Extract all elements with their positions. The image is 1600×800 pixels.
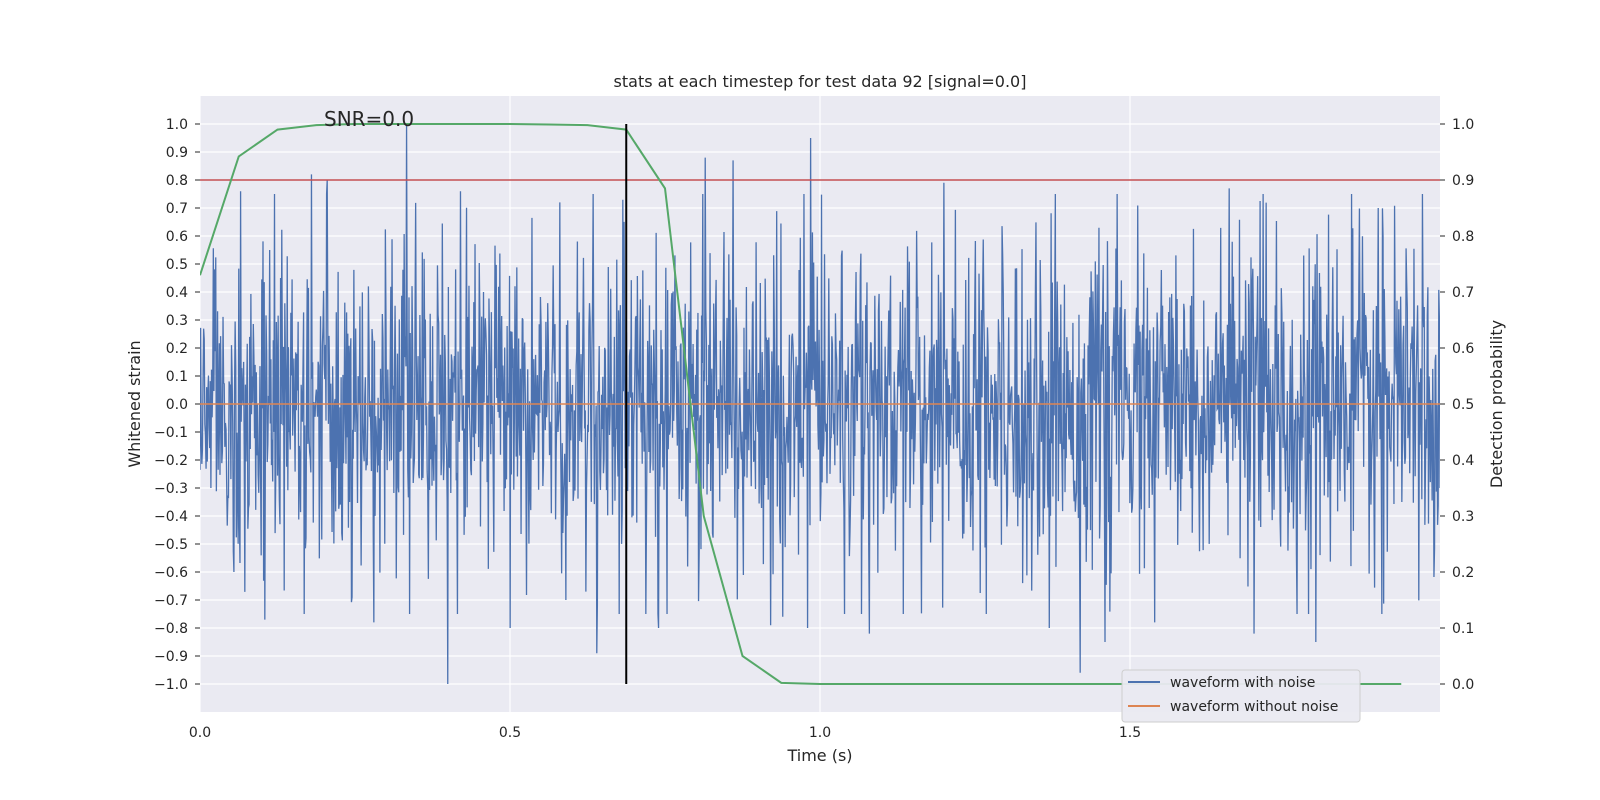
series-layer [200,123,1440,685]
y-tick-label-5: −0.5 [154,537,188,553]
y-tick-label-2: −0.8 [154,621,188,637]
waveform-with-noise-line [200,123,1440,685]
y-tick-label-3: −0.7 [154,593,188,609]
y-right-tick-label-9: 0.9 [1452,173,1474,189]
y-right-tick-label-7: 0.7 [1452,285,1474,301]
x-tick-label-2: 1.0 [809,725,831,741]
y-tick-label-9: −0.1 [154,425,188,441]
y-right-tick-label-6: 0.6 [1452,341,1474,357]
y-tick-label-20: 1.0 [166,117,188,133]
y-tick-label-14: 0.4 [166,285,188,301]
chart-title: stats at each timestep for test data 92 … [614,72,1027,91]
x-axis-label: Time (s) [786,746,852,765]
snr-annotation: SNR=0.0 [324,107,414,131]
y-right-tick-label-4: 0.4 [1452,453,1474,469]
y-right-tick-label-0: 0.0 [1452,677,1474,693]
legend-label-clean: waveform without noise [1170,699,1338,715]
y-tick-label-11: 0.1 [166,369,188,385]
y-tick-label-6: −0.4 [154,509,188,525]
y-tick-label-12: 0.2 [166,341,188,357]
x-tick-label-1: 0.5 [499,725,521,741]
y-right-tick-label-2: 0.2 [1452,565,1474,581]
y-tick-label-8: −0.2 [154,453,188,469]
tick-labels: −1.0 −0.9 −0.8 −0.7 −0.6 −0.5 −0.4 −0.3 −0.2 −0.1… [154,117,1474,741]
y-tick-label-10: 0.0 [166,397,188,413]
y-axis-label-right: Detection probability [1487,320,1506,488]
y-tick-label-1: −0.9 [154,649,188,665]
y-tick-label-4: −0.6 [154,565,188,581]
y-tick-label-18: 0.8 [166,173,188,189]
y-right-tick-label-1: 0.1 [1452,621,1474,637]
y-tick-label-15: 0.5 [166,257,188,273]
y-tick-label-19: 0.9 [166,145,188,161]
y-tick-label-7: −0.3 [154,481,188,497]
y-right-tick-label-8: 0.8 [1452,229,1474,245]
y-tick-label-0: −1.0 [154,677,188,693]
y-tick-label-13: 0.3 [166,313,188,329]
y-right-tick-label-5: 0.5 [1452,397,1474,413]
y-tick-label-17: 0.7 [166,201,188,217]
y-tick-label-16: 0.6 [166,229,188,245]
y-right-tick-label-3: 0.3 [1452,509,1474,525]
legend-box [1121,669,1361,723]
y-right-tick-label-10: 1.0 [1452,117,1474,133]
x-tick-label-3: 1.5 [1119,725,1141,741]
legend: waveform with noise waveform without noi… [1121,669,1361,723]
y-axis-label: Whitened strain [125,340,144,467]
legend-label-noise: waveform with noise [1170,675,1315,691]
x-tick-label-0: 0.0 [189,725,211,741]
